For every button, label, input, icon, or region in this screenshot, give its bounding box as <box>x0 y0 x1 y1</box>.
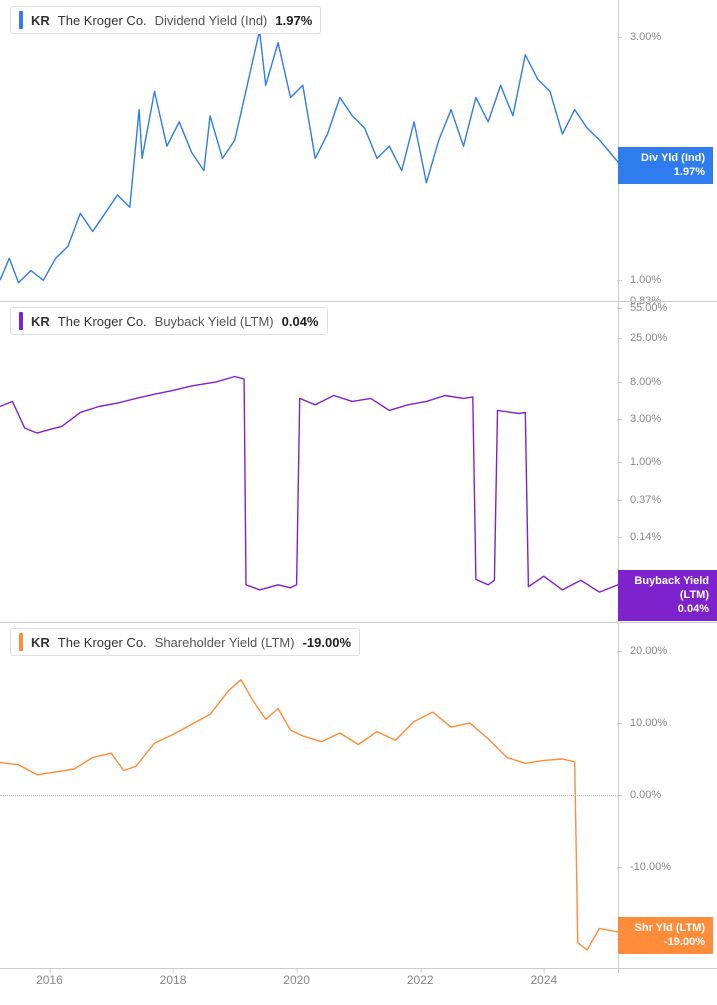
ticker-label: KR <box>31 13 50 28</box>
y-tick-label: 55.00% <box>630 302 667 314</box>
panel-header-shareholder[interactable]: KR The Kroger Co. Shareholder Yield (LTM… <box>10 628 360 656</box>
x-axis: 2016 2018 2020 2022 2024 <box>0 968 618 1003</box>
current-value-badge-buyback[interactable]: Buyback Yield (LTM) 0.04% <box>618 570 717 621</box>
chart-panel-shareholder: KR The Kroger Co. Shareholder Yield (LTM… <box>0 622 717 968</box>
metric-label: Buyback Yield (LTM) <box>155 314 274 329</box>
badge-value: -19.00% <box>626 935 705 949</box>
badge-title: Div Yld (Ind) <box>641 152 705 164</box>
company-label: The Kroger Co. <box>58 314 147 329</box>
x-tick-label: 2020 <box>283 973 310 987</box>
badge-value: 0.04% <box>626 602 709 616</box>
panel-separator <box>0 968 717 969</box>
y-tick-label: -10.00% <box>630 861 671 873</box>
line-series-dividend[interactable] <box>0 0 618 301</box>
ticker-label: KR <box>31 635 50 650</box>
y-tick-label: 3.00% <box>630 413 661 425</box>
current-value-badge-shareholder[interactable]: Shr Yld (LTM) -19.00% <box>618 917 713 954</box>
y-tick-label: 3.00% <box>630 31 661 43</box>
chart-panel-buyback: KR The Kroger Co. Buyback Yield (LTM) 0.… <box>0 301 717 622</box>
y-tick-label: 0.37% <box>630 494 661 506</box>
panel-header-buyback[interactable]: KR The Kroger Co. Buyback Yield (LTM) 0.… <box>10 307 328 335</box>
chart-panel-dividend: KR The Kroger Co. Dividend Yield (Ind) 1… <box>0 0 717 301</box>
y-tick-label: 10.00% <box>630 717 667 729</box>
zero-line <box>0 795 618 796</box>
y-tick-label: 0.14% <box>630 531 661 543</box>
chart-container: KR The Kroger Co. Dividend Yield (Ind) 1… <box>0 0 717 1005</box>
value-label: 1.97% <box>275 13 312 28</box>
badge-value: 1.97% <box>626 165 705 179</box>
ticker-label: KR <box>31 314 50 329</box>
x-tick-label: 2022 <box>407 973 434 987</box>
company-label: The Kroger Co. <box>58 635 147 650</box>
panel-header-dividend[interactable]: KR The Kroger Co. Dividend Yield (Ind) 1… <box>10 6 321 34</box>
series-color-bar <box>19 312 23 330</box>
badge-title: Buyback Yield (LTM) <box>634 575 709 601</box>
y-tick-label: 25.00% <box>630 332 667 344</box>
y-tick-label: 8.00% <box>630 376 661 388</box>
y-tick-label: 0.00% <box>630 789 661 801</box>
value-label: 0.04% <box>282 314 319 329</box>
y-tick-label: 20.00% <box>630 645 667 657</box>
panel-separator <box>0 301 717 302</box>
x-tick-label: 2024 <box>530 973 557 987</box>
series-color-bar <box>19 11 23 29</box>
line-series-buyback[interactable] <box>0 301 618 622</box>
badge-title: Shr Yld (LTM) <box>635 922 705 934</box>
company-label: The Kroger Co. <box>58 13 147 28</box>
current-value-badge-dividend[interactable]: Div Yld (Ind) 1.97% <box>618 147 713 184</box>
x-tick-label: 2016 <box>36 973 63 987</box>
value-label: -19.00% <box>303 635 351 650</box>
panel-separator <box>0 622 717 623</box>
metric-label: Shareholder Yield (LTM) <box>155 635 295 650</box>
metric-label: Dividend Yield (Ind) <box>155 13 268 28</box>
x-tick-label: 2018 <box>160 973 187 987</box>
y-tick-label: 1.00% <box>630 274 661 286</box>
y-tick-label: 1.00% <box>630 456 661 468</box>
series-color-bar <box>19 633 23 651</box>
